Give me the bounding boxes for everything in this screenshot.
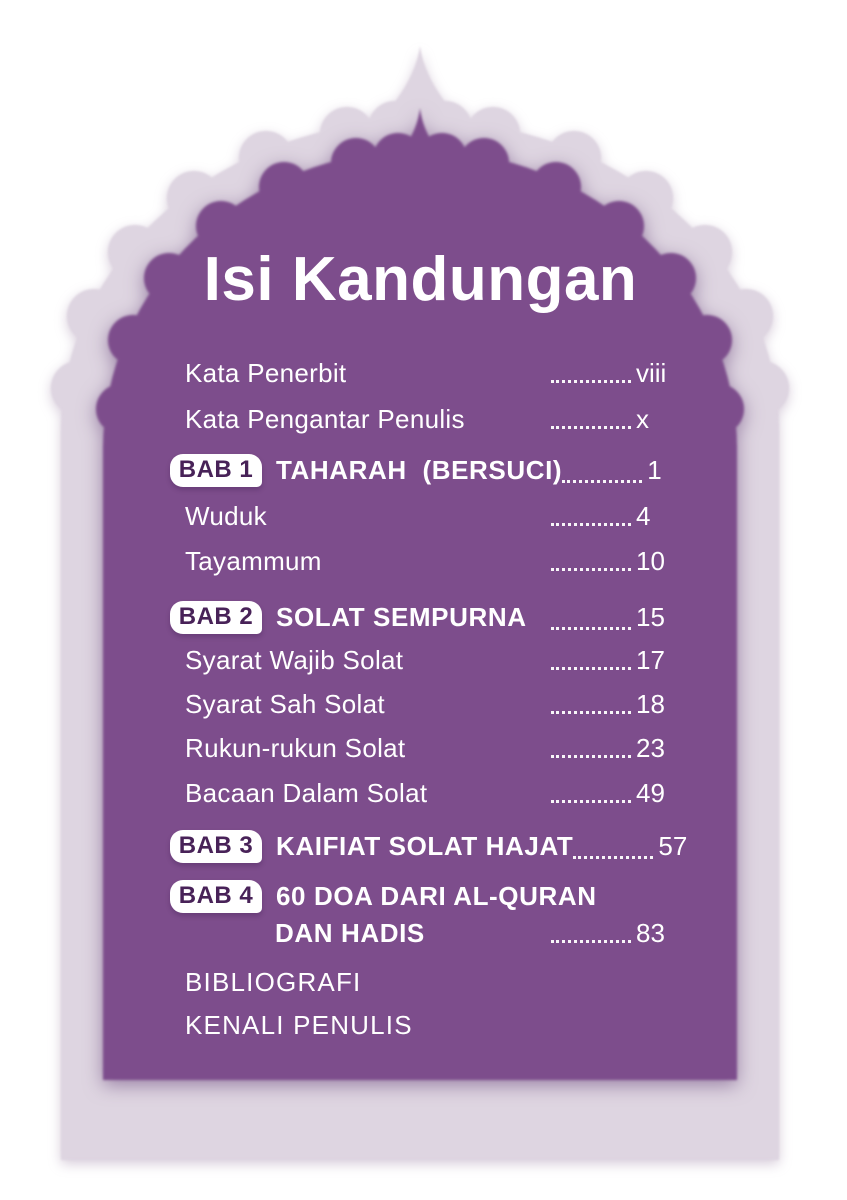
toc-label: Tayammum [185,546,322,576]
toc-row-chapter: BAB 4 60 DOA DARI AL-QURAN [170,876,686,916]
toc-label: 60 DOA DARI AL-QURAN [276,881,597,911]
toc-label: Wuduk [185,501,267,531]
toc-label: BIBLIOGRAFI [185,967,362,997]
toc-row-chapter: BAB 1 TAHARAH (BERSUCI) 1 [170,450,686,490]
page-number: 18 [636,689,665,719]
page-number: 1 [647,455,662,485]
inner-arch-shape [96,108,744,1080]
toc-row: Rukun-rukun Solat 23 [185,731,686,765]
toc-row: Tayammum 10 [185,544,686,578]
page-number: 15 [636,602,665,632]
toc-row-chapter: BAB 2 SOLAT SEMPURNA 15 [170,597,686,637]
page-number: viii [636,358,667,388]
page-number: 23 [636,733,665,763]
toc-row: KENALI PENULIS [185,1008,686,1042]
toc-label: TAHARAH (BERSUCI) [276,455,563,485]
chapter-badge: BAB 2 [170,600,262,634]
page-number: x [636,404,649,434]
toc-label: Syarat Sah Solat [185,689,385,719]
dot-leader [562,480,643,483]
toc-row: Bacaan Dalam Solat 49 [185,776,686,810]
dot-leader [551,568,631,571]
toc-row: Kata Pengantar Penulis x [185,402,686,436]
dot-leader [551,380,631,383]
dot-leader [551,627,631,630]
toc-row: Syarat Wajib Solat 17 [185,643,686,677]
toc-label: Bacaan Dalam Solat [185,778,428,808]
page-number: 4 [636,501,651,531]
toc-list: Kata Penerbit viii Kata Pengantar Penuli… [104,356,737,1042]
chapter-badge: BAB 4 [170,879,262,913]
toc-label: DAN HADIS [275,918,425,948]
toc-label: Kata Pengantar Penulis [185,404,465,434]
toc-label: KENALI PENULIS [185,1010,413,1040]
page-title: Isi Kandungan [203,245,638,314]
toc-row: Syarat Sah Solat 18 [185,687,686,721]
toc-label: Rukun-rukun Solat [185,733,406,763]
chapter-badge: BAB 3 [170,829,262,863]
page-number: 49 [636,778,665,808]
toc-row: BIBLIOGRAFI [185,965,686,999]
page-number: 83 [636,918,665,948]
dot-leader [551,426,631,429]
dot-leader [551,523,631,526]
toc-label: Kata Penerbit [185,358,347,388]
page-number: 10 [636,546,665,576]
dot-leader [551,800,631,803]
chapter-badge: BAB 1 [170,453,262,487]
dot-leader [551,711,631,714]
toc-row-chapter-continuation: DAN HADIS 83 [170,916,686,950]
dot-leader [551,755,631,758]
toc-label: SOLAT SEMPURNA [276,602,527,632]
page-number: 57 [658,831,688,861]
dot-leader [551,667,631,670]
toc-label: KAIFIAT SOLAT HAJAT [276,831,574,861]
toc-row: Wuduk 4 [185,499,686,533]
toc-row-chapter: BAB 3 KAIFIAT SOLAT HAJAT 57 [170,826,687,866]
dot-leader [551,940,631,943]
toc-label: Syarat Wajib Solat [185,645,404,675]
toc-row: Kata Penerbit viii [185,356,686,390]
dot-leader [573,856,654,859]
page-number: 17 [636,645,665,675]
